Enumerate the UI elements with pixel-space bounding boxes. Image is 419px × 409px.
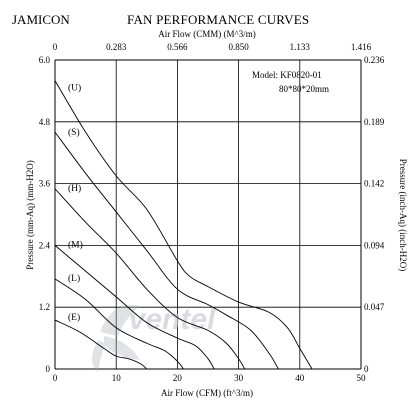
x-tick-label: 0 [53,373,58,383]
y2-tick-label: 0.094 [364,240,385,250]
y2-tick-label: 0.142 [364,179,384,189]
x-tick-label: 30 [234,373,244,383]
y-tick-label: 4.8 [39,117,51,127]
left-axis-title: Pressure (mm-Aq) (mm-H2O) [25,160,35,269]
fan-curves [54,80,313,370]
x2-tick-label: 0.850 [228,42,249,52]
curve-labels: (U) (S) (H) (M) (L) (E) [68,83,83,323]
x-tick-label: 50 [357,373,367,383]
x-tick-label: 40 [295,373,305,383]
fan-curve-s [54,131,279,370]
y-tick-label: 2.4 [39,240,51,250]
x2-tick-label: 1.133 [290,42,311,52]
y-tick-label: 6.0 [39,55,51,65]
bottom-axis-ticks: 0 10 20 30 40 50 [53,373,366,383]
curve-label: (E) [68,312,80,323]
curve-label: (L) [68,273,80,284]
brand-name: JAMICON [12,12,70,27]
curve-label: (S) [68,127,80,138]
x2-tick-label: 0 [53,42,58,52]
x2-tick-label: 1.416 [351,42,372,52]
fan-curve-l [54,278,184,370]
x2-tick-label: 0.566 [167,42,188,52]
plot-grid [54,59,362,370]
y2-tick-label: 0.047 [364,302,385,312]
bottom-axis-title: Air Flow (CFM) (ft^3/m) [161,388,253,398]
y-tick-label: 0 [46,364,51,374]
x2-tick-label: 0.283 [106,42,127,52]
curve-label: (M) [68,239,83,250]
y-tick-label: 3.6 [39,179,51,189]
fan-curve-m [54,245,215,370]
watermark-fan-icon [92,305,140,372]
right-axis-ticks: 0 0.047 0.094 0.142 0.189 0.236 [364,55,385,374]
x-tick-label: 20 [173,373,183,383]
top-axis-title: Air Flow (CMM) (M^3/m) [158,29,255,39]
y2-tick-label: 0.189 [364,117,385,127]
fan-curve-h [54,188,246,370]
curve-label: (H) [68,183,81,194]
x-tick-label: 10 [112,373,122,383]
model-number: Model: KF0820-01 [252,70,322,80]
y2-tick-label: 0.236 [364,55,385,65]
top-axis-ticks: 0 0.283 0.566 0.850 1.133 1.416 [53,42,372,52]
right-axis-title: Pressure (inch-Aq) (inch-H2O) [398,159,408,271]
model-dimensions: 80*80*20mm [279,84,329,94]
left-axis-ticks: 0 1.2 2.4 3.6 4.8 6.0 [39,55,51,374]
fan-curve-u [54,80,313,370]
chart-title: FAN PERFORMANCE CURVES [127,12,309,27]
fan-curve-e [54,319,148,370]
y2-tick-label: 0 [364,364,369,374]
y-tick-label: 1.2 [39,302,50,312]
curve-label: (U) [68,83,81,94]
